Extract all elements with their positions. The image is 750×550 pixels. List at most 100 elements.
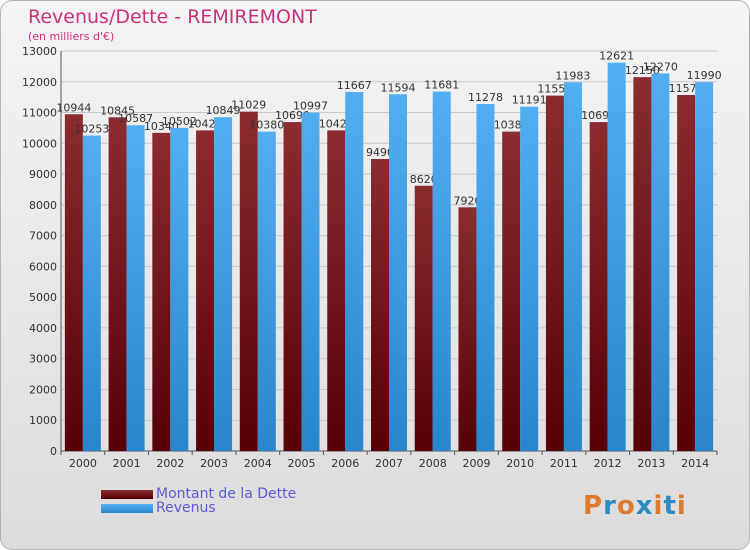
logo-letter: r [603, 491, 617, 521]
data-label-dette: 10690 [275, 109, 310, 122]
data-label-dette: 7920 [453, 194, 481, 207]
x-tick-label: 2002 [156, 457, 184, 470]
bar-revenus [170, 127, 189, 451]
logo-letter: i [676, 491, 687, 521]
data-label-revenus: 11278 [468, 91, 503, 104]
y-tick-label: 10000 [22, 137, 57, 150]
data-label-dette: 10340 [144, 120, 179, 133]
x-tick-label: 2012 [594, 457, 622, 470]
data-label-dette: 8620 [410, 173, 438, 186]
x-tick-label: 2004 [244, 457, 272, 470]
x-tick-label: 2008 [419, 457, 447, 470]
x-tick-label: 2005 [288, 457, 316, 470]
y-tick-label: 6000 [29, 260, 57, 273]
data-label-revenus: 10587 [118, 112, 153, 125]
bar-revenus [345, 92, 364, 451]
bar-revenus [126, 125, 145, 451]
data-label-dette: 11570 [669, 82, 704, 95]
bar-revenus [389, 94, 407, 451]
data-label-revenus: 11191 [512, 94, 547, 107]
bar-dette [458, 207, 477, 451]
y-tick-label: 0 [50, 445, 57, 458]
legend-item-revenus: Revenus [101, 500, 296, 516]
data-label-dette: 12150 [625, 64, 660, 77]
data-label-revenus: 11667 [337, 79, 372, 92]
data-label-revenus: 10502 [162, 115, 197, 128]
bar-revenus [476, 103, 495, 451]
y-tick-label: 2000 [29, 383, 57, 396]
proxiti-logo: Proxiti [583, 491, 687, 521]
legend-swatch-revenus [101, 503, 153, 513]
bar-revenus [563, 82, 582, 452]
x-tick-label: 2006 [331, 457, 359, 470]
x-tick-label: 2001 [113, 457, 141, 470]
bar-dette [677, 95, 696, 451]
data-label-revenus: 11990 [687, 69, 722, 82]
bar-dette [414, 185, 433, 451]
data-label-dette: 11029 [231, 99, 266, 112]
bar-dette [633, 77, 652, 452]
x-tick-label: 2007 [375, 457, 403, 470]
data-label-revenus: 10253 [74, 123, 109, 136]
bar-revenus [214, 117, 233, 451]
legend-label-dette: Montant de la Dette [156, 486, 297, 502]
y-tick-label: 9000 [29, 168, 57, 181]
y-tick-label: 8000 [29, 199, 57, 212]
bar-revenus [432, 91, 451, 451]
bar-revenus [257, 131, 276, 451]
logo-letter: o [616, 491, 636, 521]
y-tick-label: 4000 [29, 322, 57, 335]
legend: Montant de la Dette Revenus [101, 486, 297, 516]
data-label-dette: 10420 [188, 117, 223, 130]
data-label-dette: 10845 [100, 104, 135, 117]
data-label-dette: 9490 [366, 146, 394, 159]
bar-dette [371, 159, 389, 451]
x-tick-label: 2000 [69, 457, 97, 470]
data-label-revenus: 10849 [206, 104, 241, 117]
data-label-revenus: 11681 [424, 79, 459, 92]
logo-letter: P [583, 491, 604, 521]
data-label-dette: 10944 [56, 101, 91, 114]
bar-dette [152, 132, 171, 451]
data-label-revenus: 10380 [249, 119, 284, 132]
x-tick-label: 2013 [637, 457, 665, 470]
y-tick-label: 13000 [22, 45, 57, 58]
legend-swatch-dette [101, 489, 153, 499]
x-tick-label: 2014 [681, 457, 709, 470]
data-label-revenus: 12270 [643, 60, 678, 73]
bar-revenus [520, 106, 539, 452]
data-label-revenus: 10997 [293, 100, 328, 113]
data-label-dette: 10380 [494, 119, 529, 132]
y-tick-label: 7000 [29, 230, 57, 243]
logo-letter: t [663, 491, 677, 521]
bar-revenus [301, 112, 320, 451]
data-label-revenus: 12621 [599, 50, 634, 63]
x-tick-label: 2003 [200, 457, 228, 470]
data-label-dette: 11550 [537, 83, 572, 96]
y-tick-label: 11000 [22, 107, 57, 120]
bar-revenus [82, 135, 101, 451]
chart-subtitle: (en milliers d'€) [28, 30, 115, 43]
bar-revenus [607, 62, 626, 452]
legend-label-revenus: Revenus [156, 500, 216, 516]
data-label-revenus: 11594 [381, 81, 416, 94]
bar-dette [108, 117, 127, 452]
chart-title: Revenus/Dette - REMIREMONT [28, 6, 317, 28]
x-tick-label: 2010 [506, 457, 534, 470]
y-tick-label: 1000 [29, 414, 57, 427]
logo-letter: i [653, 491, 664, 521]
bar-dette [502, 131, 521, 451]
logo-letter: x [635, 491, 654, 521]
y-tick-label: 3000 [29, 353, 57, 366]
legend-item-dette: Montant de la Dette [101, 486, 297, 502]
y-tick-label: 12000 [22, 76, 57, 89]
bar-dette [283, 122, 302, 452]
bar-revenus [651, 73, 670, 451]
bar-dette [196, 130, 215, 451]
bar-revenus [695, 82, 714, 452]
data-label-revenus: 11983 [555, 69, 590, 82]
data-label-dette: 10420 [319, 117, 354, 130]
bar-dette [64, 114, 83, 451]
